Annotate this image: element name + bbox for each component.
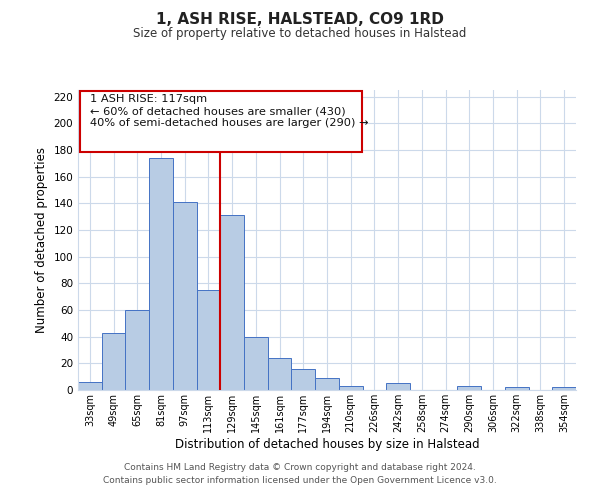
Bar [505, 388, 529, 390]
Bar [78, 382, 102, 390]
Text: Contains public sector information licensed under the Open Government Licence v3: Contains public sector information licen… [103, 476, 497, 485]
Text: 1 ASH RISE: 117sqm: 1 ASH RISE: 117sqm [91, 94, 208, 104]
Text: Size of property relative to detached houses in Halstead: Size of property relative to detached ho… [133, 28, 467, 40]
Bar [220, 216, 244, 390]
Bar [102, 332, 125, 390]
Bar [339, 386, 362, 390]
Text: 40% of semi-detached houses are larger (290) →: 40% of semi-detached houses are larger (… [91, 118, 369, 128]
Bar [268, 358, 292, 390]
Text: Contains HM Land Registry data © Crown copyright and database right 2024.: Contains HM Land Registry data © Crown c… [124, 464, 476, 472]
X-axis label: Distribution of detached houses by size in Halstead: Distribution of detached houses by size … [175, 438, 479, 450]
Bar [457, 386, 481, 390]
Bar [149, 158, 173, 390]
FancyBboxPatch shape [80, 92, 362, 152]
Y-axis label: Number of detached properties: Number of detached properties [35, 147, 48, 333]
Bar [197, 290, 220, 390]
Bar [125, 310, 149, 390]
Text: ← 60% of detached houses are smaller (430): ← 60% of detached houses are smaller (43… [91, 106, 346, 117]
Bar [315, 378, 339, 390]
Text: 1, ASH RISE, HALSTEAD, CO9 1RD: 1, ASH RISE, HALSTEAD, CO9 1RD [156, 12, 444, 28]
Bar [292, 368, 315, 390]
Bar [386, 384, 410, 390]
Bar [244, 336, 268, 390]
Bar [173, 202, 197, 390]
Bar [552, 388, 576, 390]
